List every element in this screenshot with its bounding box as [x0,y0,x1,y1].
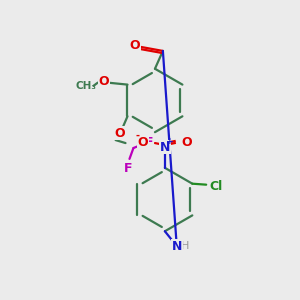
Text: Cl: Cl [209,180,223,193]
Text: N: N [160,140,170,154]
Text: -: - [135,131,139,141]
Text: O: O [98,75,109,88]
Text: O: O [181,136,192,148]
Text: O: O [114,127,125,140]
Text: N: N [172,240,182,253]
Text: +: + [166,136,174,146]
Text: F: F [145,136,154,148]
Text: O: O [138,136,148,148]
Text: F: F [124,162,133,175]
Text: CH₃: CH₃ [75,81,96,91]
Text: O: O [130,40,140,52]
Text: H: H [181,241,189,251]
